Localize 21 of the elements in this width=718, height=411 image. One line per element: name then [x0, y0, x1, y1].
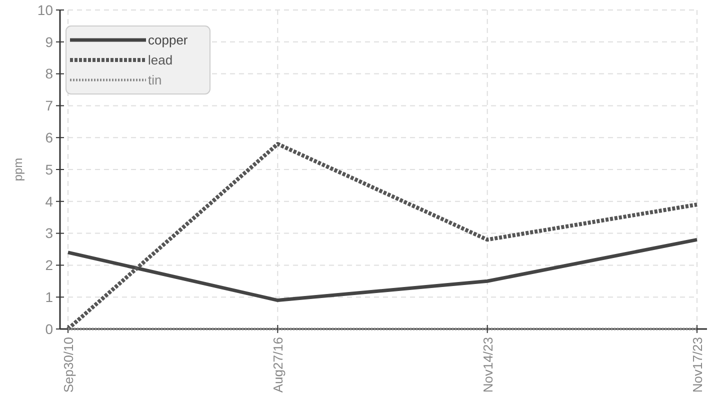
y-tick-label: 6: [45, 130, 54, 146]
x-tick-label: Nov17/23: [690, 337, 705, 393]
x-tick-label: Nov14/23: [480, 337, 496, 393]
line-series: [66, 142, 699, 331]
text: lead: [148, 52, 173, 68]
y-tick-label: 8: [45, 66, 54, 82]
y-tick-label: 4: [45, 193, 54, 210]
y-tick-label: 7: [45, 98, 54, 114]
y-tick-label: 1: [45, 289, 54, 305]
x-tick-label: Aug27/16: [270, 337, 286, 393]
y-axis-title: ppm: [11, 158, 25, 182]
y-tick-label: 3: [45, 225, 54, 242]
y-tick-label: 2: [45, 257, 54, 274]
text: copper: [148, 32, 188, 48]
y-tick-label: 10: [37, 2, 54, 18]
y-tick-label: 5: [45, 161, 54, 178]
text: tin: [148, 72, 162, 88]
x-tick-label: Sep30/10: [61, 337, 76, 393]
line-series: [66, 238, 699, 302]
y-tick-label: 9: [45, 34, 54, 50]
y-tick-label: 0: [45, 320, 54, 337]
